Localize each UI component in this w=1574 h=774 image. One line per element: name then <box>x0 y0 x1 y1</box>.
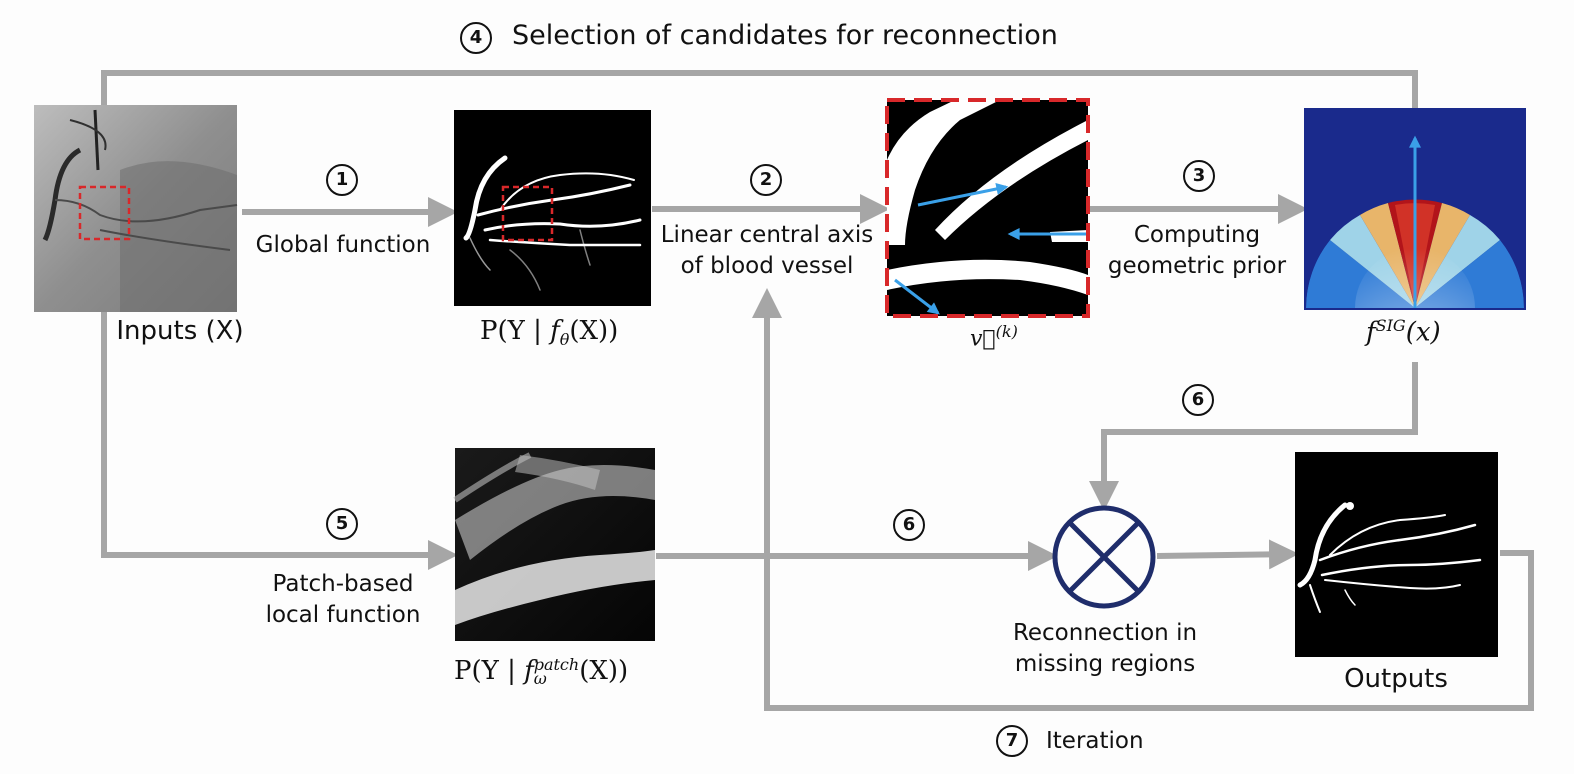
connector-operator-output <box>1156 539 1299 570</box>
global-prob-caption-sub: θ <box>559 330 570 350</box>
vector-image <box>885 98 1090 318</box>
step-2-badge: 2 <box>750 164 782 196</box>
step-4-label: Selection of candidates for reconnection <box>512 20 1058 51</box>
connector-step5 <box>101 312 458 570</box>
connector-step7 <box>752 288 1534 711</box>
vector-caption-symbol: v⃗ <box>970 326 996 352</box>
prior-caption-sup: SIG <box>1375 316 1406 335</box>
step-3-label: Computing geometric prior <box>1107 222 1287 279</box>
step-1-badge: 1 <box>326 164 358 196</box>
vector-caption-sup: (k) <box>995 322 1018 341</box>
step-2-label: Linear central axis of blood vessel <box>660 222 874 279</box>
operator-caption: Reconnection in missing regions <box>1012 620 1198 677</box>
global-prob-caption: P(Y | fθ(X)) <box>480 316 618 349</box>
connector-step4 <box>89 70 1418 168</box>
prior-caption-arg: (x) <box>1405 317 1441 348</box>
patch-prob-caption-sub: ω <box>533 669 547 688</box>
step-7-label: Iteration <box>1046 728 1144 754</box>
prior-image <box>1304 108 1526 310</box>
step-5-label: Patch-based local function <box>265 571 421 628</box>
global-prob-caption-prefix: P(Y | <box>480 316 551 346</box>
input-image <box>34 105 238 312</box>
connector-step6-upper <box>1089 362 1418 511</box>
step-6-upper-badge: 6 <box>1182 384 1214 416</box>
operator-icon <box>1052 505 1156 609</box>
patch-prob-caption-scripts: patch ω <box>533 655 580 688</box>
global-prob-image <box>454 110 651 306</box>
patch-prob-caption: P(Y | f patch ω (X)) <box>454 655 629 688</box>
vector-caption: v⃗(k) <box>970 322 1018 351</box>
step-7-badge: 7 <box>996 725 1028 757</box>
output-image <box>1295 452 1498 657</box>
prior-caption: fSIG(x) <box>1366 316 1441 348</box>
step-5-badge: 5 <box>326 508 358 540</box>
global-prob-caption-f: f <box>550 316 560 346</box>
step-1-label: Global function <box>255 232 431 258</box>
patch-prob-caption-suffix: (X)) <box>579 656 629 686</box>
outputs-caption: Outputs <box>1344 664 1448 694</box>
inputs-caption: Inputs (X) <box>116 316 244 346</box>
patch-prob-caption-prefix: P(Y | <box>454 656 525 686</box>
step-3-badge: 3 <box>1183 160 1215 192</box>
step-4-badge: 4 <box>460 22 492 54</box>
patch-prob-caption-f: f <box>524 656 534 686</box>
patch-prob-image <box>453 448 655 641</box>
patch-prob-caption-sup: patch <box>533 655 580 674</box>
step-6-lower-badge: 6 <box>893 509 925 541</box>
prior-caption-f: f <box>1366 317 1376 348</box>
global-prob-caption-suffix: (X)) <box>569 316 619 346</box>
